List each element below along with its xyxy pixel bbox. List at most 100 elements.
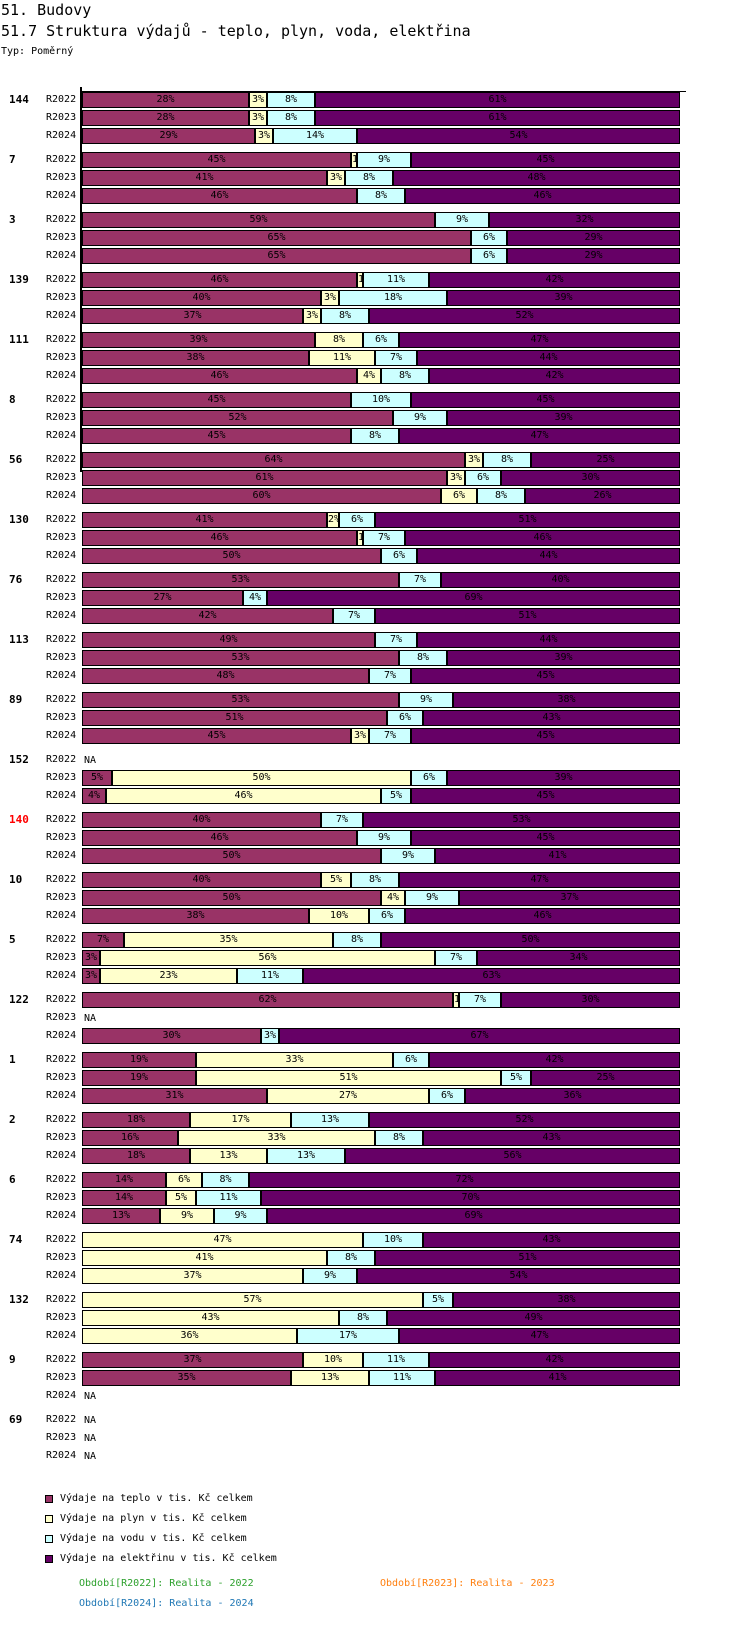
bar-segment-elektrina[interactable]: 30% xyxy=(501,470,680,486)
bar-segment-voda[interactable]: 10% xyxy=(363,1232,423,1248)
bar-segment-teplo[interactable]: 45% xyxy=(82,428,351,444)
bar-segment-voda[interactable]: 9% xyxy=(435,212,489,228)
bar-segment-voda[interactable]: 14% xyxy=(273,128,357,144)
bar-segment-elektrina[interactable]: 25% xyxy=(531,1070,680,1086)
bar-segment-voda[interactable]: 7% xyxy=(333,608,375,624)
bar-segment-plyn[interactable]: 3% xyxy=(327,170,345,186)
bar-segment-teplo[interactable]: 49% xyxy=(82,632,375,648)
bar-segment-voda[interactable]: 6% xyxy=(411,770,447,786)
bar-segment-plyn[interactable]: 13% xyxy=(291,1370,369,1386)
bar-segment-elektrina[interactable]: 30% xyxy=(501,992,680,1008)
bar-segment-elektrina[interactable]: 42% xyxy=(429,1052,680,1068)
bar-segment-teplo[interactable]: 28% xyxy=(82,110,249,126)
bar-segment-teplo[interactable]: 5% xyxy=(82,770,112,786)
bar-segment-voda[interactable]: 8% xyxy=(345,170,393,186)
bar-segment-teplo[interactable]: 53% xyxy=(82,650,399,666)
bar-segment-elektrina[interactable]: 56% xyxy=(345,1148,680,1164)
bar-segment-voda[interactable]: 8% xyxy=(483,452,531,468)
bar-segment-elektrina[interactable]: 37% xyxy=(459,890,680,906)
bar-segment-plyn[interactable]: 57% xyxy=(82,1292,423,1308)
bar-segment-plyn[interactable]: 6% xyxy=(166,1172,202,1188)
bar-segment-voda[interactable]: 11% xyxy=(237,968,303,984)
bar-segment-teplo[interactable]: 64% xyxy=(82,452,465,468)
bar-segment-elektrina[interactable]: 29% xyxy=(507,248,680,264)
bar-segment-teplo[interactable]: 50% xyxy=(82,848,381,864)
bar-segment-voda[interactable]: 8% xyxy=(333,932,381,948)
bar-segment-voda[interactable]: 8% xyxy=(267,110,315,126)
bar-segment-voda[interactable]: 6% xyxy=(387,710,423,726)
bar-segment-elektrina[interactable]: 40% xyxy=(441,572,680,588)
bar-segment-voda[interactable]: 5% xyxy=(501,1070,531,1086)
bar-segment-elektrina[interactable]: 41% xyxy=(435,848,680,864)
bar-segment-voda[interactable]: 6% xyxy=(369,908,405,924)
bar-segment-elektrina[interactable]: 67% xyxy=(279,1028,680,1044)
bar-segment-elektrina[interactable]: 47% xyxy=(399,332,680,348)
bar-segment-voda[interactable]: 7% xyxy=(369,728,411,744)
bar-segment-teplo[interactable]: 42% xyxy=(82,608,333,624)
bar-segment-voda[interactable]: 6% xyxy=(471,248,507,264)
bar-segment-elektrina[interactable]: 51% xyxy=(375,1250,680,1266)
bar-segment-teplo[interactable]: 62% xyxy=(82,992,453,1008)
bar-segment-elektrina[interactable]: 32% xyxy=(489,212,680,228)
bar-segment-elektrina[interactable]: 52% xyxy=(369,308,680,324)
bar-segment-elektrina[interactable]: 45% xyxy=(411,788,680,804)
bar-segment-voda[interactable]: 7% xyxy=(321,812,363,828)
bar-segment-plyn[interactable]: 2% xyxy=(327,512,339,528)
bar-segment-teplo[interactable]: 37% xyxy=(82,1352,303,1368)
bar-segment-elektrina[interactable]: 69% xyxy=(267,1208,680,1224)
bar-segment-voda[interactable]: 8% xyxy=(477,488,525,504)
bar-segment-teplo[interactable]: 51% xyxy=(82,710,387,726)
bar-segment-plyn[interactable]: 17% xyxy=(190,1112,291,1128)
bar-segment-elektrina[interactable]: 69% xyxy=(267,590,680,606)
bar-segment-elektrina[interactable]: 45% xyxy=(411,668,680,684)
bar-segment-elektrina[interactable]: 39% xyxy=(447,410,680,426)
bar-segment-plyn[interactable]: 3% xyxy=(249,110,267,126)
bar-segment-plyn[interactable]: 4% xyxy=(381,890,405,906)
bar-segment-teplo[interactable]: 14% xyxy=(82,1190,166,1206)
bar-segment-voda[interactable]: 6% xyxy=(393,1052,429,1068)
bar-segment-elektrina[interactable]: 53% xyxy=(363,812,680,828)
bar-segment-elektrina[interactable]: 61% xyxy=(315,110,680,126)
bar-segment-teplo[interactable]: 48% xyxy=(82,668,369,684)
bar-segment-teplo[interactable]: 38% xyxy=(82,908,309,924)
bar-segment-plyn[interactable]: 9% xyxy=(160,1208,214,1224)
bar-segment-teplo[interactable]: 53% xyxy=(82,692,399,708)
bar-segment-elektrina[interactable]: 45% xyxy=(411,830,680,846)
bar-segment-teplo[interactable]: 31% xyxy=(82,1088,267,1104)
bar-segment-voda[interactable]: 8% xyxy=(202,1172,249,1188)
bar-segment-teplo[interactable]: 46% xyxy=(82,272,357,288)
bar-segment-elektrina[interactable]: 47% xyxy=(399,1328,680,1344)
bar-segment-voda[interactable]: 9% xyxy=(381,848,435,864)
bar-segment-voda[interactable]: 9% xyxy=(357,830,411,846)
bar-segment-elektrina[interactable]: 39% xyxy=(447,290,680,306)
bar-segment-teplo[interactable]: 18% xyxy=(82,1112,190,1128)
bar-segment-voda[interactable]: 8% xyxy=(351,428,399,444)
bar-segment-teplo[interactable]: 50% xyxy=(82,890,381,906)
bar-segment-plyn[interactable]: 1% xyxy=(357,530,363,546)
bar-segment-plyn[interactable]: 4% xyxy=(357,368,381,384)
bar-segment-voda[interactable]: 9% xyxy=(214,1208,267,1224)
bar-segment-voda[interactable]: 7% xyxy=(375,350,417,366)
bar-segment-teplo[interactable]: 53% xyxy=(82,572,399,588)
bar-segment-voda[interactable]: 9% xyxy=(357,152,411,168)
bar-segment-teplo[interactable]: 65% xyxy=(82,248,471,264)
bar-segment-teplo[interactable]: 16% xyxy=(82,1130,178,1146)
bar-segment-teplo[interactable]: 50% xyxy=(82,548,381,564)
bar-segment-voda[interactable]: 5% xyxy=(381,788,411,804)
bar-segment-teplo[interactable]: 35% xyxy=(82,1370,291,1386)
bar-segment-plyn[interactable]: 5% xyxy=(166,1190,196,1206)
bar-segment-voda[interactable]: 3% xyxy=(261,1028,279,1044)
bar-segment-plyn[interactable]: 1% xyxy=(453,992,459,1008)
bar-segment-voda[interactable]: 8% xyxy=(327,1250,375,1266)
bar-segment-teplo[interactable]: 7% xyxy=(82,932,124,948)
bar-segment-plyn[interactable]: 3% xyxy=(465,452,483,468)
bar-segment-voda[interactable]: 4% xyxy=(243,590,267,606)
bar-segment-voda[interactable]: 9% xyxy=(399,692,453,708)
bar-segment-plyn[interactable]: 10% xyxy=(303,1352,363,1368)
bar-segment-plyn[interactable]: 41% xyxy=(82,1250,327,1266)
bar-segment-teplo[interactable]: 3% xyxy=(82,968,100,984)
bar-segment-voda[interactable]: 8% xyxy=(381,368,429,384)
bar-segment-elektrina[interactable]: 70% xyxy=(261,1190,680,1206)
bar-segment-plyn[interactable]: 23% xyxy=(100,968,237,984)
bar-segment-elektrina[interactable]: 47% xyxy=(399,428,680,444)
